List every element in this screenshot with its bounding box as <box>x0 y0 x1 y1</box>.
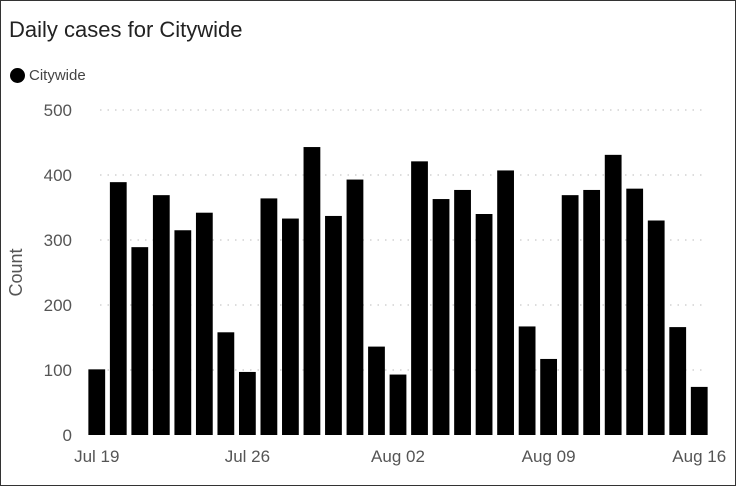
bar <box>389 374 407 435</box>
bar <box>303 147 321 436</box>
y-tick-label: 100 <box>44 361 72 380</box>
bar <box>346 179 364 435</box>
bar <box>217 332 235 435</box>
x-tick-label: Aug 16 <box>672 447 726 466</box>
bar <box>195 212 213 435</box>
chart-title: Daily cases for Citywide <box>9 17 243 42</box>
bar <box>368 346 385 435</box>
bar <box>454 189 471 435</box>
bar <box>497 170 514 435</box>
y-tick-label: 200 <box>44 296 72 315</box>
bar <box>518 326 536 435</box>
y-tick-label: 0 <box>63 426 72 445</box>
bar <box>260 198 278 435</box>
x-tick-label: Jul 26 <box>225 447 270 466</box>
bar <box>109 182 127 435</box>
y-tick-label: 400 <box>44 166 72 185</box>
bar <box>238 371 256 435</box>
y-tick-label: 500 <box>44 101 72 120</box>
bar <box>88 369 106 435</box>
bar <box>561 195 579 435</box>
bar <box>131 247 149 435</box>
bar <box>647 220 665 435</box>
bar <box>174 230 192 435</box>
x-tick-label: Aug 09 <box>522 447 576 466</box>
bar <box>604 154 622 435</box>
bar <box>282 218 299 435</box>
y-tick-label: 300 <box>44 231 72 250</box>
y-axis-label: Count <box>6 248 26 296</box>
bar <box>626 188 644 435</box>
legend-swatch <box>10 68 25 83</box>
x-tick-label: Jul 19 <box>74 447 119 466</box>
bar <box>411 161 428 435</box>
x-tick-label: Aug 02 <box>371 447 425 466</box>
bar <box>669 327 687 435</box>
bar <box>690 386 708 435</box>
legend: Citywide <box>10 67 86 84</box>
bar <box>432 199 450 435</box>
bar <box>583 189 601 435</box>
legend-label: Citywide <box>29 67 86 84</box>
bar <box>152 195 170 435</box>
bar <box>325 215 342 435</box>
bar <box>540 358 558 435</box>
bar <box>475 214 493 435</box>
